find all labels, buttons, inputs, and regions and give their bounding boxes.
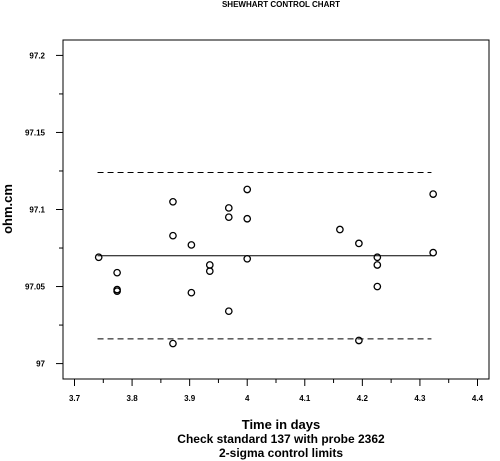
- data-point: [205, 261, 214, 269]
- y-axis: 97 97.05 97.1 97.15 97.2: [25, 51, 63, 369]
- y-tick-label: 97: [36, 360, 45, 369]
- x-tick-label: 4.2: [357, 394, 369, 403]
- caption-probe: Check standard 137 with probe 2362: [177, 432, 385, 446]
- data-point: [113, 268, 121, 277]
- data-point: [169, 197, 177, 206]
- data-point: [429, 248, 438, 257]
- data-point: [373, 261, 382, 269]
- data-point: [355, 336, 363, 345]
- x-tick-label: 4.4: [472, 394, 484, 403]
- y-tick-label: 97.2: [29, 51, 45, 60]
- x-tick-label: 4.3: [414, 394, 426, 403]
- x-tick-label: 4.1: [299, 394, 311, 403]
- y-tick-label: 97.1: [29, 206, 45, 215]
- x-axis: 3.7 3.8 3.9 4 4.1 4.2 4.3 4.4: [69, 379, 484, 403]
- data-point: [373, 282, 382, 291]
- data-point: [243, 214, 252, 223]
- data-point: [336, 225, 344, 234]
- data-point: [224, 307, 233, 316]
- x-axis-label: Time in days: [242, 417, 321, 432]
- data-point: [429, 190, 438, 198]
- data-point: [224, 213, 233, 222]
- x-tick-label: 3.8: [127, 394, 139, 403]
- x-tick-label: 4: [245, 394, 250, 403]
- x-tick-label: 3.9: [184, 394, 196, 403]
- y-tick-label: 97.05: [25, 283, 46, 292]
- data-point: [224, 204, 233, 212]
- y-tick-label: 97.15: [25, 128, 46, 137]
- data-point: [355, 239, 363, 248]
- data-point: [94, 253, 103, 262]
- data-point: [243, 185, 252, 194]
- x-tick-label: 3.7: [69, 394, 81, 403]
- y-axis-label: ohm.cm: [0, 184, 15, 234]
- data-point: [187, 288, 196, 297]
- chart-title: SHEWHART CONTROL CHART: [222, 0, 340, 9]
- data-point: [113, 287, 121, 296]
- data-point: [187, 241, 196, 249]
- data-point: [169, 339, 177, 348]
- data-point: [169, 231, 177, 240]
- data-point: [243, 254, 252, 263]
- caption-limits: 2-sigma control limits: [219, 446, 343, 460]
- data-points: [94, 185, 438, 348]
- plot-frame: [62, 39, 490, 380]
- data-point: [373, 253, 382, 262]
- data-point: [205, 267, 214, 275]
